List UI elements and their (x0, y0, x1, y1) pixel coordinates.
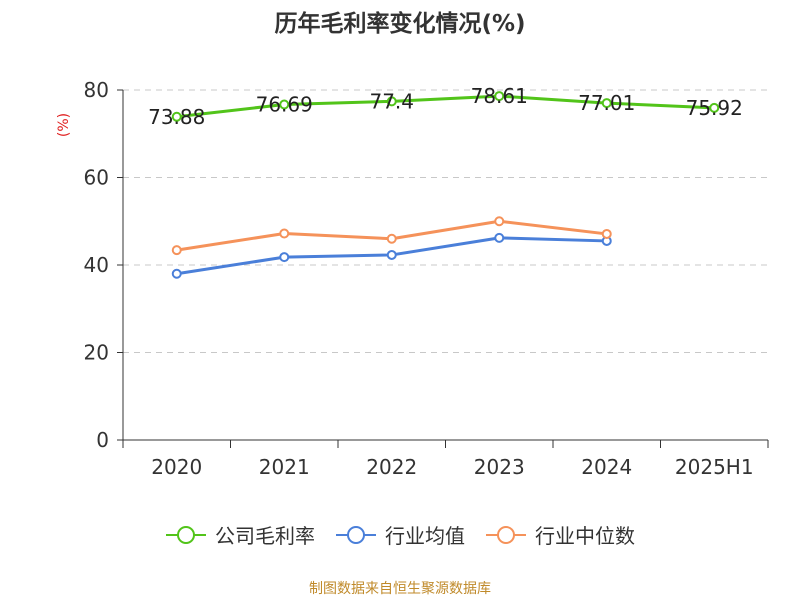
legend-label-industry-median: 行业中位数 (535, 524, 635, 548)
x-tick-label: 2020 (151, 455, 202, 479)
y-tick-label: 80 (84, 78, 109, 102)
data-point (709, 102, 720, 113)
y-tick-label: 20 (84, 341, 109, 365)
data-point (601, 228, 612, 239)
legend-marker-industry-median-icon (486, 525, 526, 544)
data-label-layer: 73.88 76.69 77.4 78.61 77.01 75.92 (148, 84, 743, 129)
source-note: 制图数据来自恒生聚源数据库 (309, 581, 491, 597)
legend-label-industry-mean: 行业均值 (385, 524, 465, 548)
data-label: 76.69 (256, 92, 313, 116)
y-axis-title: (%) (56, 113, 72, 137)
data-label: 77.4 (369, 89, 414, 113)
legend-marker-industry-mean-icon (336, 525, 376, 544)
data-label: 78.61 (471, 84, 528, 108)
grid-layer (123, 89, 768, 353)
data-label: 75.92 (686, 96, 743, 120)
data-point (279, 252, 290, 263)
data-point (171, 111, 182, 122)
data-point (601, 98, 612, 109)
data-point (171, 245, 182, 256)
data-point (494, 232, 505, 243)
x-tick-label: 2022 (366, 455, 417, 479)
legend: 公司毛利率 行业均值 行业中位数 (0, 520, 800, 549)
y-tick-label: 0 (96, 428, 109, 452)
x-tick-label: 2023 (474, 455, 525, 479)
legend-label-company: 公司毛利率 (215, 524, 315, 548)
x-tick-label: 2024 (581, 455, 632, 479)
data-point (494, 91, 505, 102)
data-point (279, 99, 290, 110)
legend-item-company[interactable]: 公司毛利率 (165, 520, 315, 549)
y-tick-label: 40 (84, 253, 109, 277)
data-point (386, 249, 397, 260)
series-line (176, 94, 715, 119)
data-point (279, 228, 290, 239)
series-layer (171, 91, 720, 279)
legend-marker-company-icon (166, 525, 206, 544)
x-tick-label: 2025H1 (675, 455, 754, 479)
chart-title: 历年毛利率变化情况(%) (274, 11, 526, 37)
data-point (171, 268, 182, 279)
data-point (386, 96, 397, 107)
data-point (494, 216, 505, 227)
data-label: 73.88 (148, 105, 205, 129)
data-label: 77.01 (578, 91, 635, 115)
y-tick-label: 60 (84, 166, 109, 190)
x-tick-label: 2021 (259, 455, 310, 479)
axis-layer: 0 20 40 60 80 2020 2021 2022 2023 2024 2025H1 (%) (56, 78, 769, 479)
data-point (386, 233, 397, 244)
legend-item-industry-median[interactable]: 行业中位数 (485, 520, 635, 549)
legend-item-industry-mean[interactable]: 行业均值 (335, 520, 465, 549)
